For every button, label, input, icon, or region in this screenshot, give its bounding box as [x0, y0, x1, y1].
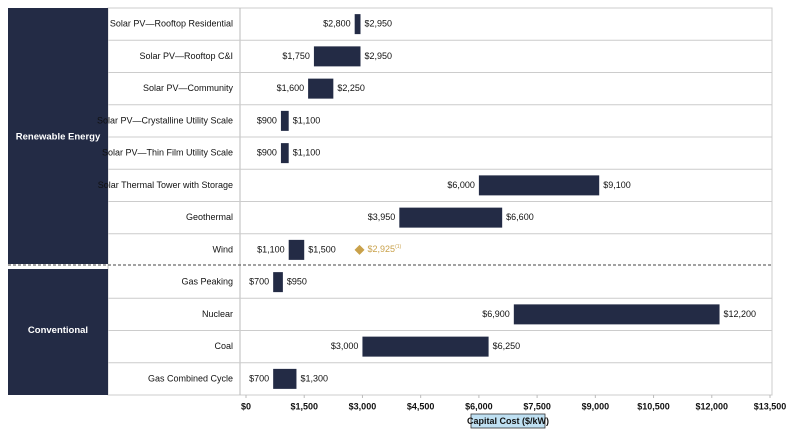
low-label: $3,950 [368, 212, 396, 222]
range-bar [354, 14, 361, 35]
x-tick-label: $6,000 [465, 401, 493, 411]
category-label: Solar PV—Rooftop C&I [139, 51, 233, 61]
low-label: $1,100 [257, 244, 285, 254]
x-axis-title: Capital Cost ($/kW) [467, 416, 549, 426]
marker-label: $2,925(1) [368, 244, 402, 254]
group-label: Conventional [28, 325, 88, 336]
category-label: Coal [214, 341, 233, 351]
low-label: $900 [257, 115, 277, 125]
low-label: $700 [249, 277, 269, 287]
range-bar [308, 78, 334, 99]
high-label: $6,250 [493, 341, 521, 351]
high-label: $9,100 [603, 180, 631, 190]
category-label: Gas Combined Cycle [148, 373, 233, 383]
x-tick-label: $1,500 [290, 401, 318, 411]
low-label: $900 [257, 148, 277, 158]
x-tick-label: $3,000 [349, 401, 377, 411]
range-bar [273, 272, 283, 293]
high-label: $2,950 [365, 19, 393, 29]
category-label: Gas Peaking [181, 277, 233, 287]
group-label: Renewable Energy [16, 132, 101, 143]
marker-note: (1) [395, 244, 401, 250]
low-label: $1,600 [277, 83, 305, 93]
group-panel [8, 8, 108, 264]
low-label: $6,000 [447, 180, 475, 190]
range-bar [399, 207, 503, 228]
x-tick-label: $13,500 [754, 401, 787, 411]
category-label: Solar Thermal Tower with Storage [98, 180, 233, 190]
low-label: $6,900 [482, 309, 510, 319]
high-label: $1,100 [293, 148, 321, 158]
group-panel [8, 269, 108, 395]
range-bar [513, 304, 720, 325]
high-label: $2,250 [337, 83, 365, 93]
low-label: $2,800 [323, 19, 351, 29]
high-label: $6,600 [506, 212, 534, 222]
category-label: Solar PV—Thin Film Utility Scale [102, 148, 233, 158]
range-bar [478, 175, 600, 196]
category-label: Solar PV—Rooftop Residential [110, 19, 233, 29]
high-label: $1,100 [293, 115, 321, 125]
category-label: Solar PV—Community [143, 83, 234, 93]
range-bar [288, 239, 305, 260]
high-label: $950 [287, 277, 307, 287]
range-bar [313, 46, 361, 67]
range-bar [280, 143, 289, 164]
high-label: $12,200 [724, 309, 757, 319]
x-tick-label: $12,000 [696, 401, 729, 411]
marker [354, 244, 365, 255]
low-label: $1,750 [282, 51, 310, 61]
x-tick-label: $9,000 [582, 401, 610, 411]
x-tick-label: $0 [241, 401, 251, 411]
x-tick-label: $10,500 [637, 401, 670, 411]
high-label: $2,950 [365, 51, 393, 61]
high-label: $1,500 [308, 244, 336, 254]
x-tick-label: $7,500 [523, 401, 551, 411]
category-label: Geothermal [186, 212, 233, 222]
range-bar [362, 336, 489, 357]
marker-value: $2,925 [368, 244, 396, 254]
low-label: $3,000 [331, 341, 359, 351]
x-tick-label: $4,500 [407, 401, 435, 411]
high-label: $1,300 [300, 373, 328, 383]
low-label: $700 [249, 373, 269, 383]
range-bar [273, 368, 297, 389]
category-label: Nuclear [202, 309, 233, 319]
category-label: Solar PV—Crystalline Utility Scale [97, 115, 233, 125]
category-label: Wind [212, 244, 233, 254]
range-bar [280, 110, 289, 131]
x-axis-title-box [470, 413, 546, 429]
